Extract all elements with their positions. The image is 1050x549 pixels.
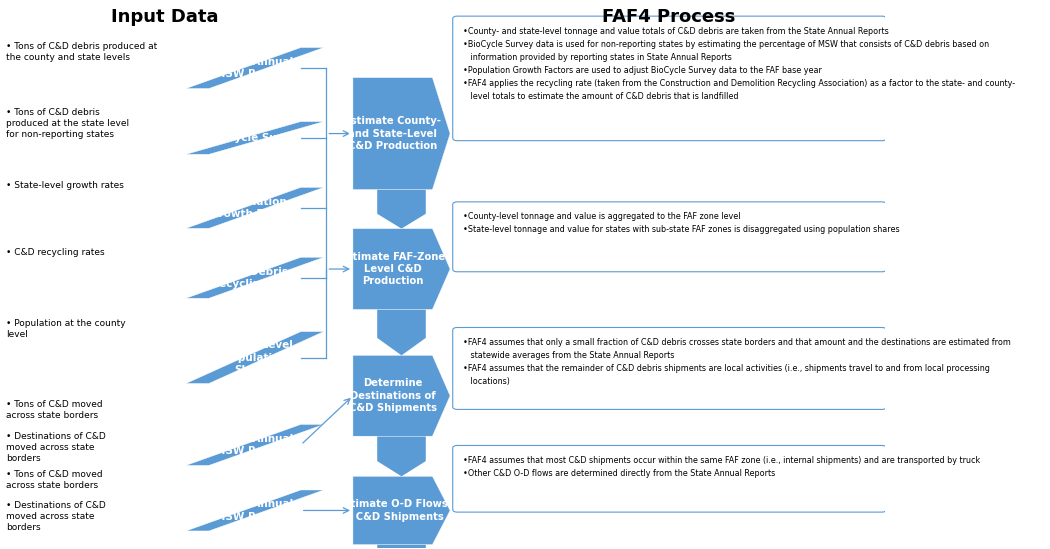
Text: •Other C&D O-D flows are determined directly from the State Annual Reports: •Other C&D O-D flows are determined dire… <box>463 469 776 478</box>
Text: Population
Growth Factors: Population Growth Factors <box>210 197 300 219</box>
Polygon shape <box>353 228 450 310</box>
Polygon shape <box>377 189 426 228</box>
Polygon shape <box>186 332 323 383</box>
Text: information provided by reporting states in State Annual Reports: information provided by reporting states… <box>463 53 732 61</box>
Polygon shape <box>186 48 323 88</box>
Text: Determine
Destinations of
C&D Shipments: Determine Destinations of C&D Shipments <box>349 378 437 413</box>
Text: Input Data: Input Data <box>111 8 218 26</box>
Text: Estimate O-D Flows
of C&D Shipments: Estimate O-D Flows of C&D Shipments <box>338 499 447 522</box>
Text: • Tons of C&D debris produced at
the county and state levels: • Tons of C&D debris produced at the cou… <box>6 42 158 63</box>
Polygon shape <box>186 187 323 228</box>
Polygon shape <box>353 477 450 545</box>
Text: • Population at the county
level: • Population at the county level <box>6 320 125 339</box>
FancyBboxPatch shape <box>453 16 886 141</box>
Text: State Annual
MSW Reports: State Annual MSW Reports <box>215 57 294 79</box>
Text: • C&D recycling rates: • C&D recycling rates <box>6 248 104 257</box>
Polygon shape <box>353 355 450 436</box>
Text: FAF4 Process: FAF4 Process <box>602 8 735 26</box>
Text: •County- and state-level tonnage and value totals of C&D debris are taken from t: •County- and state-level tonnage and val… <box>463 26 889 36</box>
Text: State Annual
MSW Reports: State Annual MSW Reports <box>215 499 294 522</box>
Text: •FAF4 assumes that the remainder of C&D debris shipments are local activities (i: •FAF4 assumes that the remainder of C&D … <box>463 364 990 373</box>
Polygon shape <box>186 490 323 531</box>
Text: • Tons of C&D moved
across state borders: • Tons of C&D moved across state borders <box>6 469 103 490</box>
Text: • Tons of C&D debris
produced at the state level
for non-reporting states: • Tons of C&D debris produced at the sta… <box>6 108 129 139</box>
Polygon shape <box>377 436 426 477</box>
Text: •FAF4 applies the recycling rate (taken from the Construction and Demolition Rec: •FAF4 applies the recycling rate (taken … <box>463 79 1015 88</box>
FancyBboxPatch shape <box>453 328 886 410</box>
Text: statewide averages from the State Annual Reports: statewide averages from the State Annual… <box>463 351 675 360</box>
Text: • Tons of C&D moved
across state borders: • Tons of C&D moved across state borders <box>6 400 103 420</box>
FancyBboxPatch shape <box>453 202 886 272</box>
Polygon shape <box>377 545 426 549</box>
Text: State Annual
MSW Reports: State Annual MSW Reports <box>215 434 294 456</box>
Polygon shape <box>186 424 323 466</box>
Text: •FAF4 assumes that most C&D shipments occur within the same FAF zone (i.e., inte: •FAF4 assumes that most C&D shipments oc… <box>463 456 981 465</box>
Text: C&D Debris
Recycling Rate: C&D Debris Recycling Rate <box>211 267 298 289</box>
Polygon shape <box>186 257 323 298</box>
Text: •Population Growth Factors are used to adjust BioCycle Survey data to the FAF ba: •Population Growth Factors are used to a… <box>463 66 822 75</box>
Text: •State-level tonnage and value for states with sub-state FAF zones is disaggrega: •State-level tonnage and value for state… <box>463 225 900 234</box>
Text: BioCycle Survey: BioCycle Survey <box>208 133 302 143</box>
Text: • Destinations of C&D
moved across state
borders: • Destinations of C&D moved across state… <box>6 432 106 463</box>
Text: Estimate County-
and State-Level
C&D Production: Estimate County- and State-Level C&D Pro… <box>344 116 441 151</box>
Text: Estimate FAF-Zone
Level C&D
Production: Estimate FAF-Zone Level C&D Production <box>340 251 445 287</box>
Text: locations): locations) <box>463 377 510 386</box>
Text: •FAF4 assumes that only a small fraction of C&D debris crosses state borders and: •FAF4 assumes that only a small fraction… <box>463 338 1011 347</box>
Polygon shape <box>186 121 323 154</box>
Polygon shape <box>377 310 426 355</box>
Text: County-Level
Population
Shares: County-Level Population Shares <box>216 340 293 375</box>
Polygon shape <box>353 77 450 189</box>
Text: • State-level growth rates: • State-level growth rates <box>6 181 124 189</box>
Text: • Destinations of C&D
moved across state
borders: • Destinations of C&D moved across state… <box>6 501 106 533</box>
FancyBboxPatch shape <box>453 445 886 512</box>
Text: •BioCycle Survey data is used for non-reporting states by estimating the percent: •BioCycle Survey data is used for non-re… <box>463 40 989 49</box>
Text: level totals to estimate the amount of C&D debris that is landfilled: level totals to estimate the amount of C… <box>463 92 739 101</box>
Text: •County-level tonnage and value is aggregated to the FAF zone level: •County-level tonnage and value is aggre… <box>463 212 741 221</box>
